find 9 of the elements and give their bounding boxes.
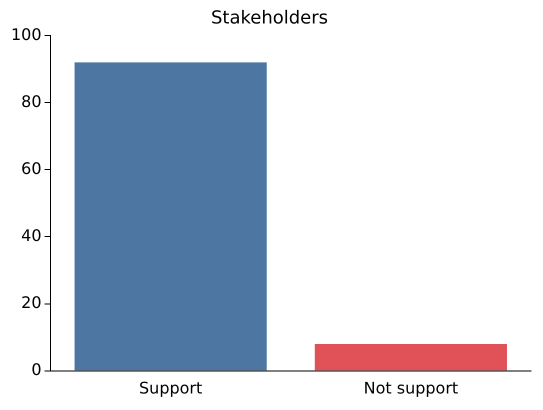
y-tick-label: 80 xyxy=(21,92,42,111)
y-tick-label: 0 xyxy=(31,360,42,379)
chart-title: Stakeholders xyxy=(210,7,328,28)
x-tick-label: Support xyxy=(139,378,202,398)
y-tick-label: 40 xyxy=(21,226,42,245)
x-tick-label: Not support xyxy=(364,378,458,398)
y-tick-label: 100 xyxy=(10,24,42,44)
y-tick-label: 20 xyxy=(21,292,42,312)
y-tick-label: 60 xyxy=(21,158,42,178)
